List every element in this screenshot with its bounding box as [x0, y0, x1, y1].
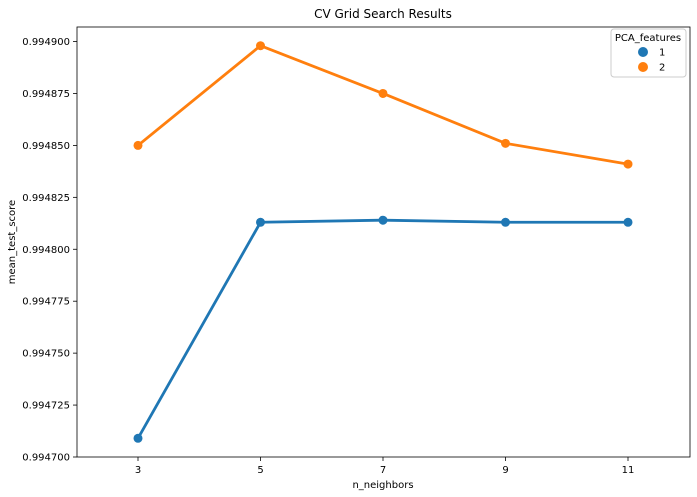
x-tick-label-3: 9	[502, 465, 508, 476]
y-tick-label-2: 0.994750	[22, 349, 70, 360]
point-2-7	[378, 88, 388, 98]
series-layer	[133, 41, 633, 443]
x-tick-label-1: 5	[257, 465, 263, 476]
y-tick-label-1: 0.994725	[22, 401, 70, 412]
point-2-5	[256, 41, 265, 51]
y-tick-label-8: 0.994900	[22, 37, 70, 48]
x-axis-label: n_neighbors	[352, 480, 413, 491]
x-tick-label-4: 11	[622, 465, 635, 476]
legend-box	[610, 28, 687, 78]
x-tick-label-2: 7	[380, 465, 386, 476]
legend-label-2: 2	[659, 63, 665, 74]
y-axis-label: mean_test_score	[7, 200, 18, 284]
y-tick-label-4: 0.994800	[22, 245, 70, 256]
y-tick-label-6: 0.994850	[22, 141, 70, 152]
point-1-7	[378, 215, 388, 225]
point-1-3	[133, 433, 143, 443]
legend-label-1: 1	[659, 48, 665, 59]
y-tick-label-0: 0.994700	[22, 453, 70, 464]
y-tick-label-7: 0.994875	[22, 89, 70, 100]
legend-marker-1	[638, 47, 648, 57]
x-tick-label-0: 3	[135, 465, 141, 476]
point-2-3	[133, 140, 143, 150]
point-1-9	[501, 217, 510, 227]
legend-marker-2	[638, 62, 648, 72]
y-tick-label-3: 0.994775	[22, 297, 70, 308]
plot-area	[76, 26, 691, 458]
legend-title: PCA_features	[615, 33, 681, 44]
y-axis: 0.994700 0.994725 0.994750 0.994775 0.994800…	[22, 37, 77, 464]
point-1-5	[256, 217, 265, 227]
x-axis: 3 5 7 9 11	[135, 457, 635, 476]
y-tick-label-5: 0.994825	[22, 193, 70, 204]
point-2-9	[501, 138, 510, 148]
point-1-11	[623, 217, 633, 227]
point-2-11	[623, 159, 633, 169]
chart-title: CV Grid Search Results	[314, 7, 452, 21]
legend: PCA_features 1 2	[610, 28, 687, 78]
